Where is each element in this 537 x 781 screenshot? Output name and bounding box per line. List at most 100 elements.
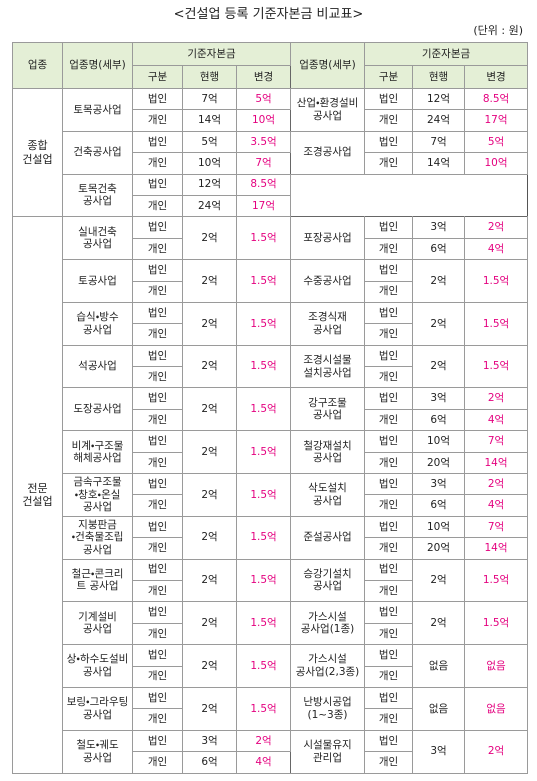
table-row: 비계・구조물 해체공사업 법인 2억 1.5억 철강재설치 공사업 법인 10억 7억 xyxy=(13,430,528,475)
item-type: 법인 xyxy=(132,601,183,624)
new-value: 4억 xyxy=(464,237,528,261)
current-value: 3억 xyxy=(412,216,465,239)
new-value: 8.5억 xyxy=(236,173,291,196)
current-value: 6억 xyxy=(412,408,465,432)
item-type: 법인 xyxy=(132,473,183,496)
current-value: 2억 xyxy=(182,686,237,731)
new-value: 1.5억 xyxy=(464,558,528,603)
item-type: 법인 xyxy=(132,301,183,325)
new-value: 5억 xyxy=(464,130,528,154)
current-value: 10억 xyxy=(412,430,465,453)
current-value: 14억 xyxy=(412,152,465,175)
item-type: 개인 xyxy=(132,665,183,688)
new-value: 1.5억 xyxy=(236,259,291,303)
current-value: 2억 xyxy=(182,558,237,603)
table-row: 철도・궤도 공사업 법인 3억 2억 시설물유지 관리업 법인 3억 2억 xyxy=(13,729,528,774)
current-value: 없음 xyxy=(412,686,465,731)
current-value: 2억 xyxy=(182,473,237,517)
item-type: 개인 xyxy=(364,751,413,774)
current-value: 2억 xyxy=(182,259,237,303)
item-type: 개인 xyxy=(364,537,413,560)
item-type: 법인 xyxy=(132,344,183,368)
item-type: 개인 xyxy=(132,323,183,346)
new-value: 14억 xyxy=(464,537,528,560)
empty-cell xyxy=(290,174,528,217)
current-value: 2억 xyxy=(182,644,237,688)
new-value: 14억 xyxy=(464,451,528,475)
item-type: 법인 xyxy=(364,430,413,453)
item-name: 철도・궤도 공사업 xyxy=(62,729,133,774)
table-row: 기계설비 공사업 법인 2억 1.5억 가스시설 공사업(1종) 법인 2억 1.5억 xyxy=(13,601,528,646)
new-value: 1.5억 xyxy=(464,301,528,346)
new-value: 7억 xyxy=(236,152,291,175)
current-value: 6억 xyxy=(182,751,237,774)
item-name: 조경시설물 설치공사업 xyxy=(290,344,365,389)
current-value: 2억 xyxy=(182,515,237,560)
table-row: 금속구조물 ・창호・온실 공사업 법인 2억 1.5억 삭도설치 공사업 법인 3억 2억 xyxy=(13,473,528,517)
item-type: 법인 xyxy=(364,130,413,154)
new-value: 2억 xyxy=(464,387,528,410)
current-value: 2억 xyxy=(182,301,237,346)
item-name: 가스시설 공사업(1종) xyxy=(290,601,365,646)
current-value: 3억 xyxy=(182,729,237,753)
header-cell: 변경 xyxy=(236,65,291,89)
item-type: 법인 xyxy=(132,173,183,196)
item-type: 개인 xyxy=(132,366,183,389)
header-cell: 변경 xyxy=(464,65,528,89)
item-type: 법인 xyxy=(364,87,413,111)
table-row: 개인 14억 10억 개인 24억 17억 xyxy=(13,109,528,132)
new-value: 2억 xyxy=(464,473,528,496)
table-row: 개인 개인 6억 4억 xyxy=(13,237,528,261)
table-row: 석공사업 법인 2억 1.5억 조경시설물 설치공사업 법인 2억 1.5억 xyxy=(13,344,528,389)
new-value: 1.5억 xyxy=(464,259,528,303)
table-row: 철근・콘크리 트 공사업 법인 2억 1.5억 승강기설치 공사업 법인 2억 1.5억 xyxy=(13,558,528,603)
current-value: 5억 xyxy=(182,130,237,154)
header-cell: 업종명(세부) xyxy=(290,42,365,89)
item-type: 법인 xyxy=(364,387,413,410)
current-value: 2억 xyxy=(412,301,465,346)
current-value: 2억 xyxy=(412,601,465,646)
current-value: 14억 xyxy=(182,109,237,132)
table-row: 개인 개인 20억 14억 xyxy=(13,537,528,560)
item-name: 가스시설 공사업(2,3종) xyxy=(290,644,365,688)
new-value: 없음 xyxy=(464,686,528,731)
table-row: 토공사업 법인 2억 1.5억 수중공사업 법인 2억 1.5억 xyxy=(13,259,528,303)
item-name: 난방시공업 (1~3종) xyxy=(290,686,365,731)
current-value: 2억 xyxy=(412,259,465,303)
current-value: 없음 xyxy=(412,644,465,688)
new-value: 2억 xyxy=(464,216,528,239)
item-type: 개인 xyxy=(364,451,413,475)
item-type: 개인 xyxy=(132,152,183,175)
item-type: 법인 xyxy=(132,259,183,282)
item-name: 지붕판금 ・건축물조립 공사업 xyxy=(62,515,133,560)
new-value: 1.5억 xyxy=(464,344,528,389)
new-value: 1.5억 xyxy=(236,344,291,389)
item-name: 승강기설치 공사업 xyxy=(290,558,365,603)
item-type: 법인 xyxy=(364,515,413,539)
new-value: 1.5억 xyxy=(236,515,291,560)
current-value: 12억 xyxy=(412,87,465,111)
item-type: 법인 xyxy=(132,558,183,581)
item-type: 법인 xyxy=(132,130,183,154)
current-value: 24억 xyxy=(182,194,237,218)
item-type: 법인 xyxy=(364,259,413,282)
item-type: 개인 xyxy=(364,109,413,132)
current-value: 2억 xyxy=(182,430,237,475)
header-cell: 구분 xyxy=(132,65,183,89)
new-value: 1.5억 xyxy=(236,216,291,261)
new-value: 4억 xyxy=(236,751,291,774)
new-value: 5억 xyxy=(236,87,291,111)
item-name: 금속구조물 ・창호・온실 공사업 xyxy=(62,473,133,517)
item-name: 철강재설치 공사업 xyxy=(290,430,365,475)
item-type: 법인 xyxy=(132,387,183,410)
item-type: 법인 xyxy=(132,729,183,753)
new-value: 1.5억 xyxy=(236,301,291,346)
item-name: 습식・방수 공사업 xyxy=(62,301,133,346)
item-type: 개인 xyxy=(132,237,183,261)
item-type: 법인 xyxy=(364,473,413,496)
table-row: 상・하수도설비 공사업 법인 2억 1.5억 가스시설 공사업(2,3종) 법인 없음 없음 xyxy=(13,644,528,688)
new-value: 10억 xyxy=(464,152,528,175)
table-row: 종합 건설업 토목공사업 법인 7억 5억 산업・환경설비 공사업 법인 12억 8.5억 xyxy=(12,87,528,218)
table-row: 건축공사업 법인 5억 3.5억 조경공사업 법인 7억 5억 xyxy=(13,130,528,175)
